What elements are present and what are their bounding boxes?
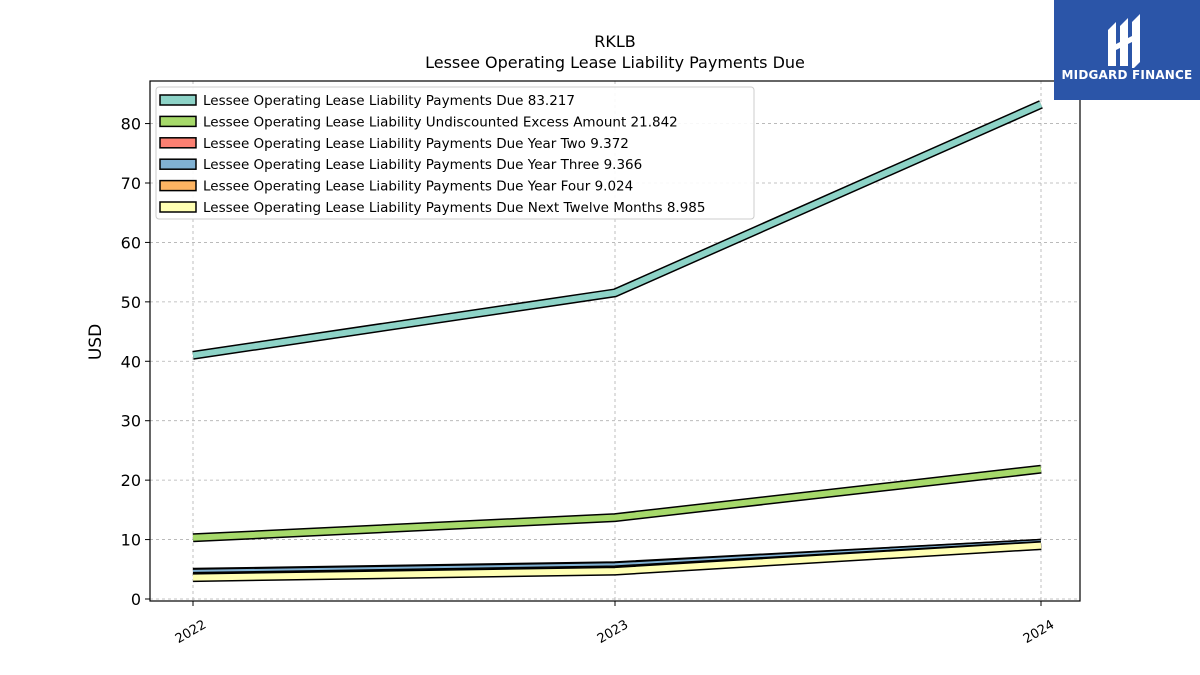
chart-subtitle: Lessee Operating Lease Liability Payment… <box>425 53 805 72</box>
x-axis-ticks: 2022 2023 2024 <box>173 601 1057 647</box>
series-line-outline <box>192 464 1042 543</box>
chart-title: RKLB <box>594 32 636 51</box>
series-line <box>192 466 1042 541</box>
series-line <box>192 101 1043 359</box>
legend-label: Lessee Operating Lease Liability Payment… <box>203 93 575 109</box>
y-tick-label: 0 <box>131 590 141 609</box>
x-tick-label: 2023 <box>595 617 631 647</box>
legend-label: Lessee Operating Lease Liability Payment… <box>203 136 629 152</box>
legend-swatch <box>159 158 197 170</box>
brand-logo: MIDGARD FINANCE <box>1054 0 1200 100</box>
y-tick-label: 40 <box>121 352 141 371</box>
y-tick-label: 10 <box>121 531 141 550</box>
legend-label: Lessee Operating Lease Liability Payment… <box>203 157 642 173</box>
y-tick-label: 60 <box>121 233 141 252</box>
logo-mark-icon <box>1108 14 1140 68</box>
y-tick-label: 80 <box>121 115 141 134</box>
y-axis-ticks: 0 10 20 30 40 50 60 70 80 <box>121 115 150 609</box>
legend-swatch <box>159 201 197 213</box>
legend-swatch <box>159 137 197 149</box>
legend-label: Lessee Operating Lease Liability Undisco… <box>203 114 678 130</box>
legend-swatch <box>159 179 197 192</box>
y-tick-label: 50 <box>121 293 141 312</box>
legend-swatch <box>159 115 197 128</box>
y-axis-label: USD <box>86 324 106 360</box>
legend-swatch <box>159 94 197 106</box>
y-tick-label: 30 <box>121 412 141 431</box>
x-tick-label: 2022 <box>173 617 209 647</box>
y-tick-label: 20 <box>121 471 141 490</box>
logo-text: MIDGARD FINANCE <box>1061 68 1193 82</box>
legend-box <box>155 86 755 220</box>
x-tick-label: 2024 <box>1021 617 1057 647</box>
series-line <box>192 542 1042 581</box>
legend: Lessee Operating Lease Liability Payment… <box>155 86 755 220</box>
series-lines <box>192 100 1043 583</box>
y-tick-label: 70 <box>121 174 141 193</box>
legend-label: Lessee Operating Lease Liability Payment… <box>203 200 705 216</box>
legend-label: Lessee Operating Lease Liability Payment… <box>203 179 633 195</box>
